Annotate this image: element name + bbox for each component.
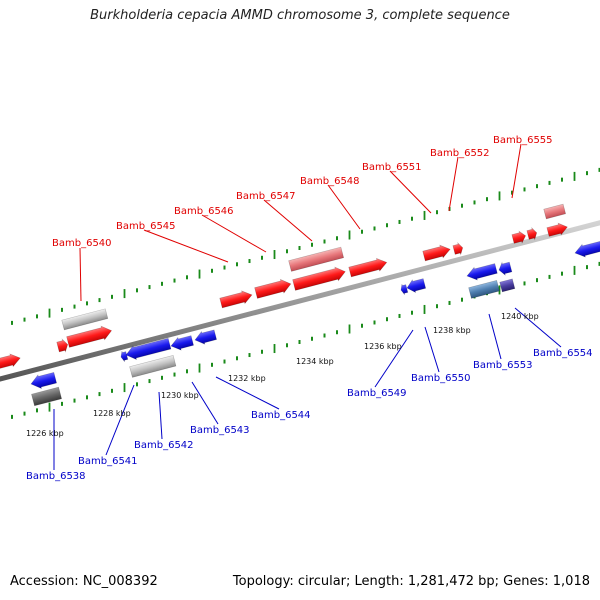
forward-gene[interactable]	[219, 289, 253, 310]
forward-gene-label[interactable]: Bamb_6551	[362, 162, 422, 173]
reverse-leader-line	[105, 384, 135, 456]
reverse-gene[interactable]	[120, 350, 129, 362]
reverse-gene[interactable]	[497, 261, 513, 277]
forward-gene[interactable]	[288, 246, 345, 272]
reverse-gene[interactable]	[499, 278, 516, 293]
reverse-gene-label[interactable]: Bamb_6553	[473, 360, 533, 371]
reverse-gene[interactable]	[400, 283, 409, 295]
forward-gene[interactable]	[61, 308, 109, 331]
forward-gene[interactable]	[526, 226, 538, 241]
forward-gene[interactable]	[66, 324, 113, 349]
kbp-tick-label: 1240 kbp	[501, 312, 539, 321]
reverse-gene[interactable]	[468, 280, 500, 299]
forward-gene-label[interactable]: Bamb_6545	[116, 221, 176, 232]
reverse-gene-label[interactable]: Bamb_6549	[347, 388, 407, 399]
reverse-gene[interactable]	[465, 262, 498, 282]
forward-gene[interactable]	[56, 338, 69, 353]
reverse-gene[interactable]	[129, 354, 177, 378]
reverse-leader-line	[424, 326, 440, 373]
forward-gene-label[interactable]: Bamb_6555	[493, 135, 553, 146]
reverse-gene-label[interactable]: Bamb_6550	[411, 373, 471, 384]
forward-gene[interactable]	[546, 221, 568, 238]
reverse-gene-label[interactable]: Bamb_6543	[190, 425, 250, 436]
reverse-leader-line	[191, 381, 219, 425]
kbp-tick-label: 1238 kbp	[433, 326, 471, 335]
forward-gene[interactable]	[254, 277, 292, 300]
forward-leader-line	[143, 229, 229, 263]
reverse-gene[interactable]	[169, 334, 194, 352]
kbp-tick-label: 1236 kbp	[364, 342, 402, 351]
reverse-gene[interactable]	[193, 328, 217, 346]
forward-gene-label[interactable]: Bamb_6540	[52, 238, 112, 249]
forward-leader-line	[327, 184, 361, 230]
reverse-gene-label[interactable]: Bamb_6542	[134, 440, 194, 451]
reverse-gene-label[interactable]: Bamb_6541	[78, 456, 138, 467]
forward-leader-line	[389, 170, 432, 214]
kbp-tick-label: 1232 kbp	[228, 374, 266, 383]
forward-gene-label[interactable]: Bamb_6547	[236, 191, 296, 202]
reverse-gene-label[interactable]: Bamb_6544	[251, 410, 311, 421]
map-title: Burkholderia cepacia AMMD chromosome 3, …	[90, 8, 510, 23]
forward-gene[interactable]	[0, 352, 22, 371]
reverse-leader-line	[374, 329, 414, 388]
forward-gene[interactable]	[422, 243, 451, 262]
reverse-leader-line	[158, 391, 163, 440]
kbp-tick-label: 1230 kbp	[161, 391, 199, 400]
forward-leader-line	[79, 247, 82, 302]
accession-text: Accession: NC_008392	[10, 574, 158, 589]
topology-summary: Topology: circular; Length: 1,281,472 bp…	[232, 574, 590, 589]
reverse-gene[interactable]	[573, 240, 600, 259]
kbp-tick-label: 1228 kbp	[93, 409, 131, 418]
forward-leader-line	[511, 143, 522, 199]
chromosome-backbone	[0, 220, 600, 382]
forward-leader-line	[448, 156, 459, 212]
forward-gene[interactable]	[511, 230, 527, 245]
reverse-gene-label[interactable]: Bamb_6538	[26, 471, 86, 482]
reverse-leader-line	[514, 307, 562, 348]
reverse-leader-line	[488, 313, 502, 360]
forward-leader-line	[201, 214, 267, 253]
reverse-gene[interactable]	[405, 277, 427, 294]
forward-gene[interactable]	[292, 265, 347, 292]
reverse-gene-label[interactable]: Bamb_6554	[533, 348, 593, 359]
reverse-gene[interactable]	[31, 386, 62, 407]
forward-gene[interactable]	[348, 256, 388, 278]
kbp-tick-label: 1226 kbp	[26, 429, 64, 438]
kbp-tick-label: 1234 kbp	[296, 357, 334, 366]
forward-gene[interactable]	[543, 203, 566, 220]
reverse-gene[interactable]	[29, 371, 57, 391]
forward-gene-label[interactable]: Bamb_6548	[300, 176, 360, 187]
forward-leader-line	[263, 199, 313, 242]
reverse-leader-line	[215, 376, 280, 410]
reverse-gene[interactable]	[124, 337, 172, 362]
forward-gene[interactable]	[452, 241, 464, 256]
forward-gene-label[interactable]: Bamb_6552	[430, 148, 490, 159]
forward-gene-label[interactable]: Bamb_6546	[174, 206, 234, 217]
